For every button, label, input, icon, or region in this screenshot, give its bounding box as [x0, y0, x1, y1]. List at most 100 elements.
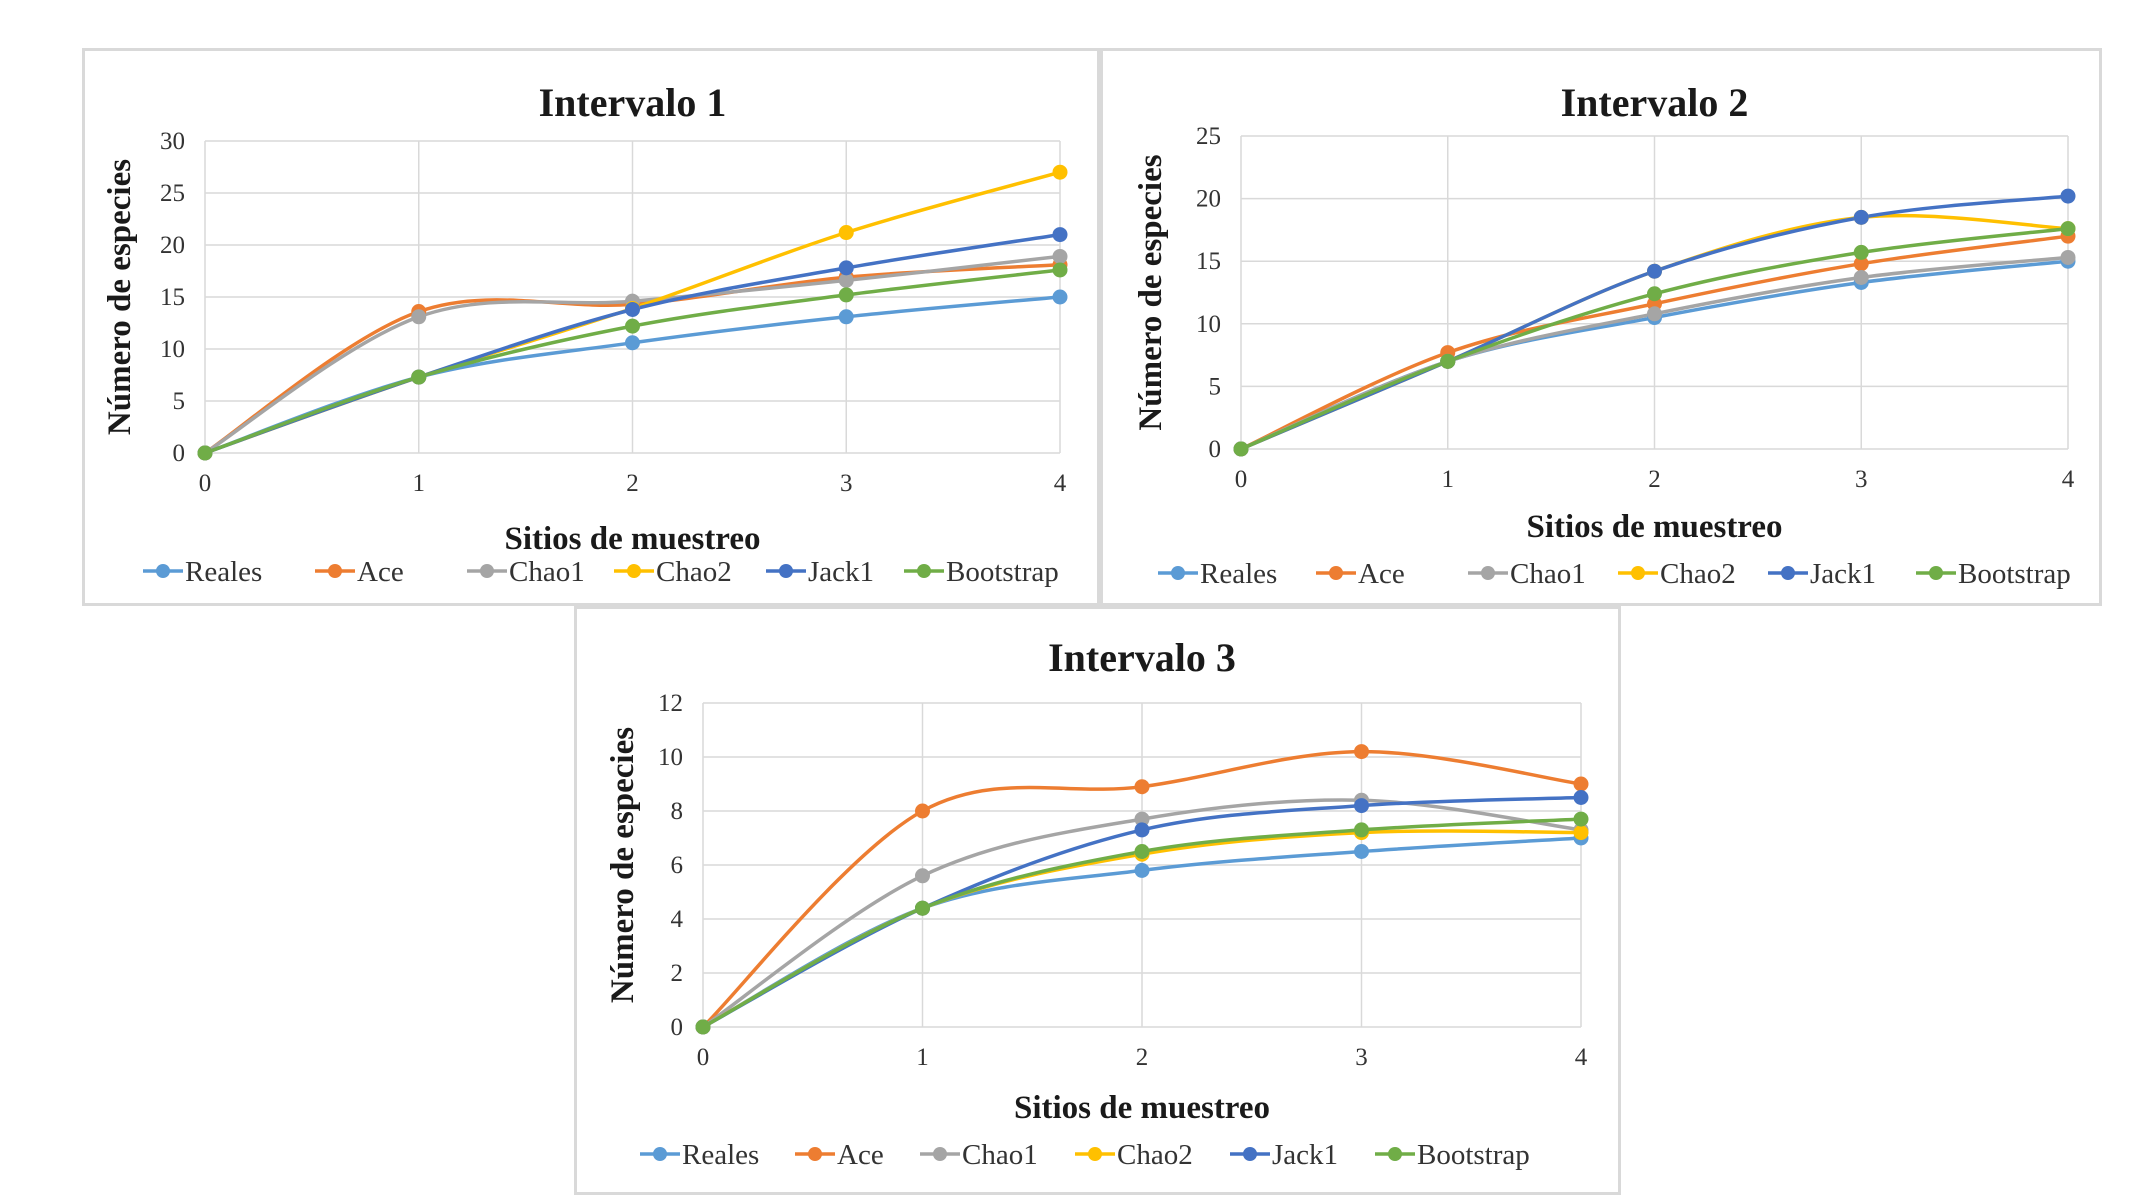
- legend-swatch-marker: [1171, 566, 1185, 580]
- legend-swatch-marker: [1388, 1147, 1402, 1161]
- legend-label: Chao2: [1660, 558, 1736, 590]
- x-axis: 0 1 2 3 4: [697, 1044, 1588, 1071]
- legend-label: Bootstrap: [1958, 558, 2071, 590]
- legend: Reales Ace Chao1 Chao2 Jack1 Bootstrap: [143, 556, 1059, 588]
- y-tick-label: 20: [160, 232, 185, 259]
- legend-label: Bootstrap: [1417, 1139, 1530, 1171]
- data-point-bootstrap: [625, 318, 640, 334]
- data-point-ace: [1354, 744, 1369, 760]
- legend-label: Jack1: [808, 556, 874, 588]
- data-point-reales: [1134, 862, 1150, 878]
- legend-label: Reales: [682, 1139, 759, 1171]
- y-tick-label: 15: [160, 284, 185, 311]
- legend-item-chao2: Chao2: [1618, 558, 1736, 590]
- legend-swatch-marker: [653, 1147, 667, 1161]
- y-tick-label: 20: [1196, 186, 1221, 213]
- x-axis: 0 1 2 3 4: [1235, 466, 2075, 493]
- y-tick-label: 2: [671, 960, 684, 987]
- legend: Reales Ace Chao1 Chao2 Jack1 Bootstrap: [640, 1139, 1530, 1171]
- y-axis-title: Número de especies: [1133, 154, 1169, 430]
- x-tick-label: 0: [1235, 466, 1248, 493]
- legend-label: Jack1: [1272, 1139, 1338, 1171]
- y-tick-label: 25: [160, 180, 185, 207]
- legend-item-reales: Reales: [1158, 558, 1277, 590]
- x-tick-label: 2: [1136, 1044, 1149, 1071]
- legend-label: Bootstrap: [946, 556, 1059, 588]
- x-tick-label: 3: [1855, 466, 1868, 493]
- data-point-chao1: [2060, 249, 2076, 265]
- data-point-bootstrap: [1052, 262, 1068, 278]
- data-point-ace: [1134, 779, 1150, 795]
- x-tick-label: 0: [697, 1044, 710, 1071]
- data-point-jack1: [838, 260, 854, 276]
- legend-label: Ace: [837, 1139, 884, 1171]
- x-tick-label: 1: [916, 1044, 929, 1071]
- legend-item-jack1: Jack1: [766, 556, 874, 588]
- chart-title-background: [1530, 76, 1779, 129]
- y-tick-label: 0: [173, 440, 186, 467]
- chart-title: Intervalo 1: [539, 80, 727, 125]
- x-tick-label: 0: [199, 470, 212, 497]
- x-axis-title: Sitios de muestreo: [1526, 509, 1782, 545]
- data-point-chao2: [838, 225, 854, 241]
- x-tick-label: 3: [840, 470, 853, 497]
- y-tick-label: 0: [1209, 436, 1222, 463]
- x-tick-label: 2: [626, 470, 639, 497]
- y-tick-label: 10: [160, 336, 185, 363]
- legend-item-ace: Ace: [795, 1139, 884, 1171]
- x-axis: 0 1 2 3 4: [199, 470, 1067, 497]
- legend-item-bootstrap: Bootstrap: [904, 556, 1059, 588]
- legend-label: Reales: [185, 556, 262, 588]
- y-tick-label: 25: [1196, 123, 1221, 150]
- data-point-bootstrap: [915, 900, 930, 916]
- y-tick-label: 5: [1209, 373, 1222, 400]
- legend-label: Chao2: [1117, 1139, 1193, 1171]
- gridlines: [1240, 135, 2069, 450]
- data-point-bootstrap: [695, 1019, 711, 1035]
- series-markers: [197, 164, 1068, 461]
- chart-panel-intervalo-2: Intervalo 2 0 5 10 15 20 25 0 1 2 3 4 Sitios de mues…: [1100, 48, 2102, 606]
- x-axis-title: Sitios de muestreo: [1014, 1090, 1270, 1126]
- data-point-bootstrap: [2060, 221, 2076, 237]
- y-tick-label: 0: [671, 1014, 684, 1041]
- data-point-jack1: [1573, 790, 1589, 805]
- x-tick-label: 4: [2062, 466, 2075, 493]
- x-tick-label: 1: [413, 470, 426, 497]
- data-point-chao1: [1853, 269, 1869, 285]
- x-tick-label: 1: [1442, 466, 1455, 493]
- data-point-jack1: [625, 301, 640, 317]
- y-axis-title: Número de especies: [102, 159, 138, 435]
- series-markers: [695, 744, 1589, 1035]
- data-point-chao1: [1134, 811, 1150, 827]
- x-axis-title: Sitios de muestreo: [504, 521, 760, 557]
- data-point-ace: [1853, 256, 1869, 272]
- legend-item-reales: Reales: [143, 556, 262, 588]
- series-markers: [1233, 188, 2076, 457]
- data-point-jack1: [1052, 227, 1068, 243]
- data-point-jack1: [1134, 822, 1150, 838]
- data-point-jack1: [2060, 188, 2076, 204]
- legend-swatch-marker: [480, 564, 494, 578]
- legend-item-reales: Reales: [640, 1139, 759, 1171]
- data-point-bootstrap: [1354, 822, 1369, 838]
- x-tick-label: 2: [1648, 466, 1661, 493]
- y-tick-label: 8: [671, 798, 684, 825]
- legend-item-jack1: Jack1: [1230, 1139, 1338, 1171]
- data-point-chao2: [1573, 825, 1589, 841]
- data-point-bootstrap: [1573, 811, 1589, 827]
- legend-label: Chao1: [509, 556, 585, 588]
- y-tick-label: 15: [1196, 248, 1221, 275]
- legend-label: Chao1: [962, 1139, 1038, 1171]
- data-point-bootstrap: [1647, 286, 1662, 302]
- data-point-ace: [915, 803, 930, 819]
- legend-swatch-marker: [1929, 566, 1943, 580]
- legend-swatch-marker: [627, 564, 641, 578]
- legend-swatch-marker: [779, 564, 793, 578]
- legend-swatch-marker: [933, 1147, 947, 1161]
- y-tick-label: 10: [1196, 311, 1221, 338]
- data-point-chao1: [915, 868, 930, 884]
- data-point-reales: [838, 309, 854, 325]
- data-point-jack1: [1647, 263, 1662, 279]
- y-tick-label: 4: [671, 906, 684, 933]
- legend-swatch-marker: [1088, 1147, 1102, 1161]
